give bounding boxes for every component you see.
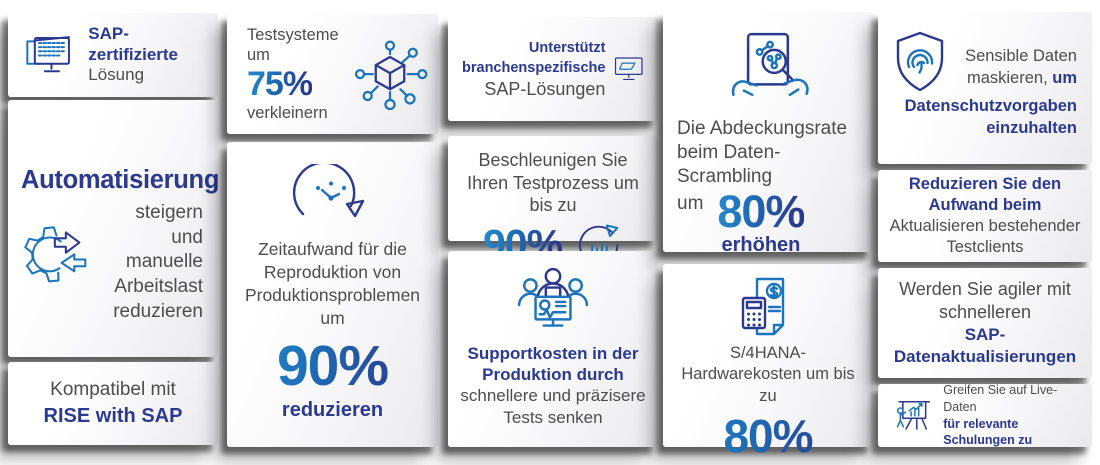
card-text: Zeitaufwand für die Reproduktion von Pro… (244, 239, 421, 329)
big-number: 90% (237, 338, 428, 395)
text-gray: Greifen Sie auf Live-Daten (943, 382, 1058, 414)
text-gray: um (677, 193, 704, 215)
monitor-code-icon (26, 36, 70, 73)
text-gray: Lösung (88, 65, 145, 85)
card-faster-data-refresh: Werden Sie agiler mit schnelleren SAP-Da… (878, 268, 1092, 378)
card-shrink-test-systems: Testsysteme um 75% verkleinern (227, 14, 438, 134)
card-live-data-training: Greifen Sie auf Live-Daten für relevante… (878, 382, 1092, 450)
text-blue: RISE with SAP (43, 404, 183, 427)
card-accelerate-test-process: Beschleunigen Sie Ihren Testprozess um b… (448, 136, 658, 265)
text-blue: SAP-Datenaktualisierungen (893, 325, 1077, 367)
card-reduce-hardware-costs: S/4HANA-Hardwarekosten um bis zu 80% red… (663, 264, 873, 459)
card-mask-sensitive-data: Sensible Daten maskieren, um Datenschutz… (878, 12, 1092, 164)
text-blue: reduzieren (281, 399, 384, 422)
gear-arrows-icon (24, 226, 87, 283)
card-sap-certified-solution: SAP-zertifizierte Lösung (8, 13, 218, 97)
text-gray: Kompatibel mit (50, 379, 176, 401)
line: reduzieren (113, 300, 203, 322)
card-increase-scrambling-coverage: Die Abdeckungsrate beim Daten-Scrambling… (663, 12, 873, 256)
text-blue: Supportkosten in der Produktion durch (467, 343, 639, 385)
text-gray: Werden Sie agiler mit schnelleren (899, 278, 1071, 322)
big-number: 80% (717, 186, 805, 238)
card-subtext: steigern und manuelle Arbeitslast reduzi… (21, 201, 203, 324)
card-text: Beschleunigen Sie Ihren Testprozess um b… (467, 150, 639, 215)
card-text: Greifen Sie auf Live-Daten für relevante… (943, 382, 1086, 450)
text-gray: Testsysteme um (247, 25, 339, 65)
team-monitor-icon (517, 267, 589, 327)
card-text: Testsysteme um 75% verkleinern (247, 25, 346, 124)
text-gray: SAP-Lösungen (484, 78, 606, 99)
card-rise-with-sap: Kompatibel mit RISE with SAP (8, 362, 218, 445)
gauge-arrow-icon (292, 164, 364, 218)
text-blue: SAP-zertifizierte (88, 23, 179, 64)
shield-fingerprint-icon (896, 31, 944, 92)
number-row: um 80% erhöhen (677, 189, 861, 257)
text-gray: Sensible Daten maskieren, (965, 47, 1077, 87)
card-headline: Automatisierung (21, 166, 220, 194)
line: Arbeitslast (114, 276, 203, 298)
text-blue: für relevante Schulungen zu (943, 416, 1033, 448)
card-industry-specific-sap: Unterstützt branchenspezifische SAP-Lösu… (448, 17, 658, 121)
card-reduce-testclient-effort: Reduzieren Sie den Aufwand beim Aktualis… (878, 170, 1092, 262)
big-number: 80% (671, 413, 865, 459)
presentation-icon (896, 401, 931, 431)
text-blue: erhöhen (721, 234, 801, 257)
text-gray: Aktualisieren bestehender Testclients (889, 217, 1081, 256)
line: und manuelle (125, 226, 203, 273)
number-block: 80% erhöhen (717, 186, 805, 257)
text-gray: schnellere und präzisere Tests senken (460, 386, 646, 427)
card-text: Die Abdeckungsrate beim Daten-Scrambling (677, 118, 848, 188)
text-blue: Reduzieren Sie den Aufwand beim (908, 175, 1062, 215)
card-increase-automation: Automatisierung steigern und manuelle Ar… (8, 100, 220, 357)
text-blue: um Datenschutzvorgaben einzuhalten (904, 68, 1077, 137)
card-text: S/4HANA-Hardwarekosten um bis zu (681, 344, 855, 405)
card-text: Unterstützt branchenspezifische SAP-Lösu… (462, 38, 605, 101)
card-text: SAP-zertifizierte Lösung (88, 24, 208, 86)
card-text: Sensible Daten maskieren, um Datenschutz… (891, 28, 1077, 140)
calculator-invoice-icon (741, 277, 785, 336)
line: steigern (135, 202, 203, 223)
card-reduce-reproduction-time: Zeitaufwand für die Reproduktion von Pro… (227, 142, 438, 447)
text-gray: verkleinern (247, 103, 328, 122)
card-reduce-support-costs: Supportkosten in der Produktion durch sc… (448, 251, 658, 447)
cube-network-icon (354, 40, 428, 111)
tablet-scan-icon (731, 32, 809, 97)
monitor-check-icon (615, 57, 644, 81)
big-number: 75% (247, 64, 313, 103)
text-blue: Unterstützt branchenspezifische (462, 39, 606, 76)
